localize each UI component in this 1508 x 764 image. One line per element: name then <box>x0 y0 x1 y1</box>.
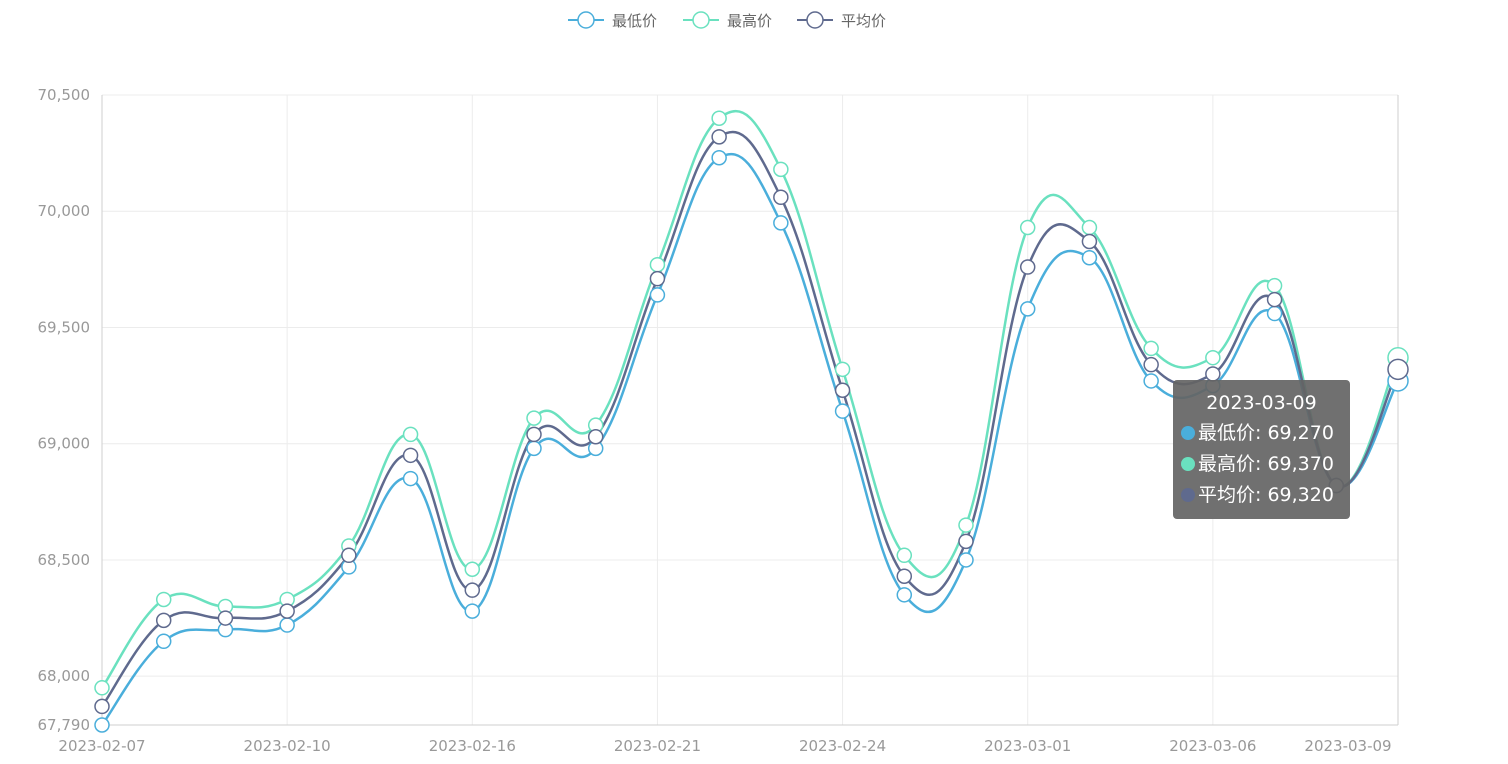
tooltip-row-min: 最低价: 69,270 <box>1181 418 1342 449</box>
legend-marker <box>692 11 710 29</box>
series-point[interactable] <box>1266 277 1283 294</box>
x-tick-label: 2023-02-10 <box>244 737 331 755</box>
series-point[interactable] <box>464 603 481 619</box>
series-point[interactable] <box>1205 366 1221 382</box>
series-point[interactable] <box>1143 356 1159 373</box>
series-point[interactable] <box>711 110 727 126</box>
series-point[interactable] <box>94 717 110 733</box>
series-point[interactable] <box>773 215 789 231</box>
series-point[interactable] <box>94 698 110 715</box>
series-point[interactable] <box>711 129 727 145</box>
series-point[interactable] <box>649 270 666 287</box>
series-point[interactable] <box>1266 291 1283 308</box>
series-point[interactable] <box>526 426 542 443</box>
series-point[interactable] <box>464 561 481 577</box>
legend-item-1[interactable]: 最高价 <box>683 11 772 30</box>
tooltip-row-avg: 平均价: 69,320 <box>1181 480 1342 511</box>
series-point[interactable] <box>773 161 789 178</box>
tooltip: 2023-03-09 最低价: 69,270 最高价: 69,370 平均价: … <box>1173 380 1350 519</box>
y-tick-label: 70,000 <box>38 202 91 220</box>
x-tick-label: 2023-02-16 <box>429 737 516 755</box>
legend[interactable]: 最低价 最高价 平均价 <box>568 11 886 30</box>
tooltip-title: 2023-03-09 <box>1206 392 1317 414</box>
series-point[interactable] <box>1143 340 1159 357</box>
series-point[interactable] <box>1019 219 1036 236</box>
series-point[interactable] <box>896 568 913 584</box>
series-point[interactable] <box>526 440 542 457</box>
series-point[interactable] <box>587 428 604 445</box>
axes <box>101 95 1399 726</box>
series-point[interactable] <box>896 547 913 564</box>
legend-label: 平均价 <box>841 12 886 30</box>
x-tick-label: 2023-02-21 <box>614 737 701 755</box>
series-point[interactable] <box>155 633 172 650</box>
series-point[interactable] <box>1387 358 1409 381</box>
series-point[interactable] <box>1081 233 1098 250</box>
series-point[interactable] <box>958 552 974 568</box>
series-point[interactable] <box>834 403 851 419</box>
tooltip-label-max: 最高价: 69,370 <box>1198 453 1334 475</box>
x-axis-tick-labels: 2023-02-07 2023-02-10 2023-02-16 2023-02-21… <box>58 737 1391 755</box>
legend-label: 最高价 <box>727 12 772 30</box>
series-point[interactable] <box>279 617 295 633</box>
series-point[interactable] <box>1019 301 1036 317</box>
series-point[interactable] <box>1266 305 1283 322</box>
legend-item-2[interactable]: 平均价 <box>797 11 886 30</box>
x-tick-label: 2023-03-09 <box>1304 737 1391 755</box>
series-point[interactable] <box>773 189 789 206</box>
x-tick-label: 2023-03-06 <box>1169 737 1256 755</box>
series-point[interactable] <box>649 256 666 273</box>
series-point[interactable] <box>834 382 851 398</box>
x-tick-label: 2023-03-01 <box>984 737 1071 755</box>
y-tick-label: 69,000 <box>38 435 91 453</box>
legend-marker <box>806 11 824 29</box>
series-point[interactable] <box>958 533 974 550</box>
series-point[interactable] <box>649 287 666 303</box>
legend-item-0[interactable]: 最低价 <box>568 11 657 30</box>
legend-marker <box>577 11 595 29</box>
series-point[interactable] <box>279 603 295 619</box>
series-point[interactable] <box>1143 373 1159 389</box>
x-tick-label: 2023-02-07 <box>58 737 145 755</box>
tooltip-row-max: 最高价: 69,370 <box>1181 449 1342 480</box>
y-tick-label: 67,790 <box>38 716 91 734</box>
tooltip-dot-min <box>1181 426 1195 440</box>
series-point[interactable] <box>341 547 357 564</box>
series-point[interactable] <box>155 612 172 629</box>
series-point[interactable] <box>834 361 851 378</box>
tooltip-label-min: 最低价: 69,270 <box>1198 422 1334 444</box>
legend-label: 最低价 <box>612 12 657 30</box>
series-point[interactable] <box>402 447 419 464</box>
y-tick-label: 68,500 <box>38 551 91 569</box>
y-tick-label: 69,500 <box>38 318 91 336</box>
series-point[interactable] <box>464 582 481 598</box>
series-point[interactable] <box>896 587 913 603</box>
series-point[interactable] <box>958 517 974 533</box>
series-point[interactable] <box>711 150 727 166</box>
series-point[interactable] <box>94 680 110 696</box>
series-point[interactable] <box>217 610 234 626</box>
series-point[interactable] <box>402 426 419 443</box>
series-point[interactable] <box>155 591 172 608</box>
y-axis-tick-labels: 70,500 70,000 69,500 69,000 68,500 68,000 67,7… <box>38 86 91 734</box>
x-tick-label: 2023-02-24 <box>799 737 886 755</box>
tooltip-label-avg: 平均价: 69,320 <box>1198 484 1334 506</box>
series-point[interactable] <box>526 410 542 426</box>
series-point[interactable] <box>1019 259 1036 275</box>
tooltip-dot-max <box>1181 457 1195 471</box>
series-point[interactable] <box>1081 219 1098 236</box>
series-point[interactable] <box>1205 349 1221 366</box>
grid-lines <box>102 94 1398 725</box>
series-point[interactable] <box>1081 249 1098 266</box>
y-tick-label: 68,000 <box>38 667 91 685</box>
tooltip-dot-avg <box>1181 488 1195 502</box>
series-point[interactable] <box>402 470 419 487</box>
y-tick-label: 70,500 <box>38 86 91 104</box>
